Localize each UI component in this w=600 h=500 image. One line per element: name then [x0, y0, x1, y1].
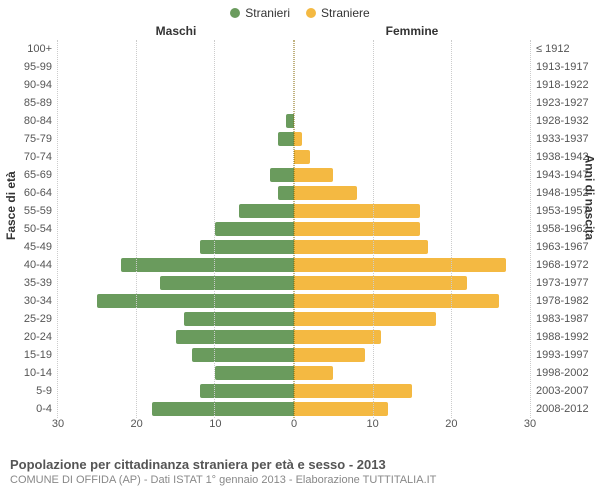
- bar-male: [152, 402, 294, 416]
- x-tick: 10: [209, 418, 221, 430]
- center-line: [294, 40, 295, 418]
- age-label: 30-34: [0, 292, 52, 310]
- age-label: 5-9: [0, 382, 52, 400]
- x-tick: 30: [524, 418, 536, 430]
- plot: 100+95-9990-9485-8980-8475-7970-7465-696…: [0, 40, 600, 418]
- legend-item-male: Stranieri: [230, 6, 290, 20]
- birth-label: 2003-2007: [536, 382, 600, 400]
- birth-label: 2008-2012: [536, 400, 600, 418]
- gridline: [451, 40, 452, 418]
- age-label: 10-14: [0, 364, 52, 382]
- x-tick: 30: [52, 418, 64, 430]
- legend-dot-male: [230, 8, 240, 18]
- age-label: 75-79: [0, 130, 52, 148]
- bar-male: [278, 132, 294, 146]
- bar-female: [294, 258, 506, 272]
- bar-female: [294, 222, 420, 236]
- bar-female: [294, 312, 436, 326]
- birth-label: 1998-2002: [536, 364, 600, 382]
- bar-female: [294, 294, 499, 308]
- bar-male: [215, 366, 294, 380]
- birth-label: 1913-1917: [536, 58, 600, 76]
- age-label: 90-94: [0, 76, 52, 94]
- footer: Popolazione per cittadinanza straniera p…: [10, 457, 436, 486]
- age-label: 95-99: [0, 58, 52, 76]
- legend-label-male: Stranieri: [245, 6, 290, 20]
- gridline: [373, 40, 374, 418]
- bar-female: [294, 168, 333, 182]
- birth-label: 1933-1937: [536, 130, 600, 148]
- birth-label: 1983-1987: [536, 310, 600, 328]
- birth-label: 1963-1967: [536, 238, 600, 256]
- bar-female: [294, 240, 428, 254]
- footer-subtitle: COMUNE DI OFFIDA (AP) - Dati ISTAT 1° ge…: [10, 474, 436, 486]
- gridline: [136, 40, 137, 418]
- x-axis: 0102030 102030: [0, 418, 600, 434]
- age-label: 0-4: [0, 400, 52, 418]
- age-label: 70-74: [0, 148, 52, 166]
- bar-female: [294, 384, 412, 398]
- bar-male: [192, 348, 294, 362]
- bar-male: [121, 258, 294, 272]
- bar-male: [270, 168, 294, 182]
- age-label: 100+: [0, 40, 52, 58]
- x-tick: 10: [367, 418, 379, 430]
- birth-label: 1973-1977: [536, 274, 600, 292]
- bars-female: [294, 40, 530, 418]
- legend-item-female: Straniere: [306, 6, 370, 20]
- age-label: 45-49: [0, 238, 52, 256]
- footer-title: Popolazione per cittadinanza straniera p…: [10, 457, 436, 472]
- y-axis-title-left: Fasce di età: [4, 171, 18, 240]
- bar-female: [294, 204, 420, 218]
- bar-female: [294, 402, 388, 416]
- chart-area: Fasce di età Anni di nascita 100+95-9990…: [0, 40, 600, 434]
- bar-male: [239, 204, 294, 218]
- x-tick: 20: [445, 418, 457, 430]
- bar-female: [294, 186, 357, 200]
- bar-male: [215, 222, 294, 236]
- header-female: Femmine: [294, 24, 530, 38]
- bar-male: [278, 186, 294, 200]
- birth-label: 1978-1982: [536, 292, 600, 310]
- legend-label-female: Straniere: [321, 6, 370, 20]
- birth-label: ≤ 1912: [536, 40, 600, 58]
- bar-male: [97, 294, 294, 308]
- bar-male: [176, 330, 294, 344]
- legend-dot-female: [306, 8, 316, 18]
- bars-container: [58, 40, 530, 418]
- bar-female: [294, 348, 365, 362]
- age-label: 15-19: [0, 346, 52, 364]
- birth-label: 1988-1992: [536, 328, 600, 346]
- column-headers: Maschi Femmine: [0, 24, 600, 38]
- gridline: [530, 40, 531, 418]
- gridline: [57, 40, 58, 418]
- age-label: 85-89: [0, 94, 52, 112]
- bar-female: [294, 150, 310, 164]
- header-male: Maschi: [58, 24, 294, 38]
- bar-female: [294, 276, 467, 290]
- bars-male: [58, 40, 294, 418]
- age-label: 80-84: [0, 112, 52, 130]
- bar-female: [294, 366, 333, 380]
- bar-female: [294, 132, 302, 146]
- y-axis-title-right: Anni di nascita: [582, 155, 596, 240]
- age-label: 40-44: [0, 256, 52, 274]
- birth-label: 1993-1997: [536, 346, 600, 364]
- bar-male: [160, 276, 294, 290]
- x-ticks-female: 102030: [294, 418, 530, 434]
- age-label: 25-29: [0, 310, 52, 328]
- x-tick: 20: [131, 418, 143, 430]
- x-ticks-male: 0102030: [58, 418, 294, 434]
- birth-label: 1968-1972: [536, 256, 600, 274]
- birth-label: 1923-1927: [536, 94, 600, 112]
- bar-female: [294, 330, 381, 344]
- legend: Stranieri Straniere: [0, 0, 600, 20]
- bar-male: [184, 312, 294, 326]
- gridline: [214, 40, 215, 418]
- age-label: 20-24: [0, 328, 52, 346]
- age-label: 35-39: [0, 274, 52, 292]
- birth-label: 1928-1932: [536, 112, 600, 130]
- birth-label: 1918-1922: [536, 76, 600, 94]
